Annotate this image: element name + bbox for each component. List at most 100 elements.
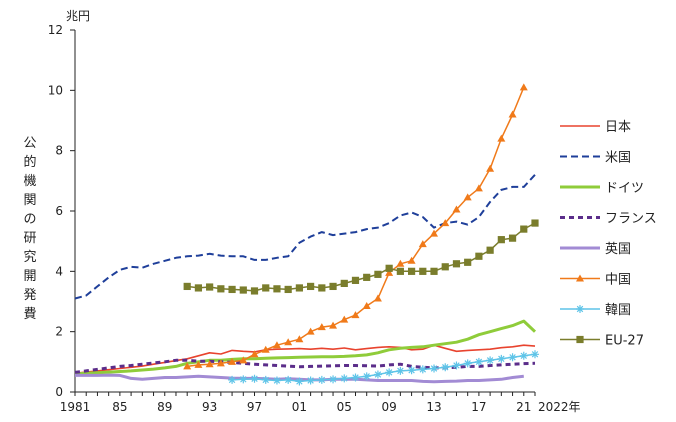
y-tick-label: 8 <box>55 144 63 158</box>
data-point <box>363 273 371 281</box>
series-layer <box>74 83 539 386</box>
legend-item: EU-27 <box>560 334 644 349</box>
data-point <box>306 376 315 385</box>
data-point <box>407 267 416 275</box>
plot-area: 0 2 4 6 8 10 12 1981 85 89 93 97 01 05 09 13 17 21 2022年 <box>48 23 581 414</box>
data-point <box>508 353 517 362</box>
data-point <box>396 366 405 375</box>
data-point <box>430 267 438 275</box>
data-point <box>228 285 236 294</box>
data-point <box>295 377 304 386</box>
series-中国 <box>183 83 528 370</box>
data-point <box>430 229 439 237</box>
data-point <box>497 236 505 244</box>
data-point <box>317 323 326 331</box>
data-point <box>329 321 338 329</box>
y-axis-label: 公的機関の研究開発費 <box>23 136 36 322</box>
series-ドイツ <box>74 319 537 376</box>
data-point <box>250 374 259 383</box>
y-tick-label: 6 <box>55 204 63 218</box>
data-point <box>250 287 259 295</box>
data-point <box>340 315 349 323</box>
data-point <box>407 256 416 264</box>
data-point <box>340 374 349 383</box>
data-point <box>216 359 225 367</box>
data-point <box>464 258 472 266</box>
legend-item: 韓国 <box>560 303 631 318</box>
series-line <box>74 344 536 375</box>
legend-label: 韓国 <box>605 303 631 318</box>
data-point <box>419 267 427 275</box>
data-point <box>531 219 539 227</box>
legend-item: フランス <box>560 212 657 227</box>
series-line <box>187 222 536 292</box>
legend-item: 中国 <box>560 273 631 288</box>
y-tick-label: 4 <box>55 264 63 278</box>
legend-label: フランス <box>605 212 657 227</box>
data-point <box>531 350 539 359</box>
data-point <box>273 285 281 293</box>
data-point <box>486 164 495 172</box>
series-日本 <box>74 344 536 375</box>
data-point <box>576 335 584 344</box>
data-point <box>239 286 247 294</box>
data-point <box>261 375 270 384</box>
data-point <box>272 341 281 349</box>
y-tick-label: 0 <box>55 385 63 399</box>
legend-label: 中国 <box>605 273 631 288</box>
data-point <box>217 285 225 293</box>
data-point <box>295 284 303 292</box>
y-tick-label: 10 <box>48 83 63 97</box>
legend-item: 英国 <box>560 242 631 257</box>
data-point <box>385 268 394 276</box>
data-point <box>486 356 495 365</box>
series-米国 <box>74 174 536 300</box>
data-point <box>351 311 360 319</box>
data-point <box>452 260 461 268</box>
legend-label: 英国 <box>605 242 631 257</box>
legend-item: 米国 <box>560 151 631 166</box>
data-point <box>340 279 348 287</box>
data-point <box>508 110 517 118</box>
legend-label: 日本 <box>605 120 631 135</box>
data-point <box>374 270 382 278</box>
x-tick-label: 17 <box>471 400 486 414</box>
data-point <box>194 360 203 368</box>
y-tick-label: 12 <box>48 23 63 37</box>
legend-item: 日本 <box>560 120 631 135</box>
data-point <box>295 335 304 343</box>
data-point <box>508 234 517 242</box>
series-韓国 <box>228 350 539 386</box>
x-tick-label: 93 <box>202 400 217 414</box>
data-point <box>306 327 315 335</box>
legend-item: ドイツ <box>560 181 644 196</box>
data-point <box>474 184 483 192</box>
legend-label: ドイツ <box>605 181 644 196</box>
data-point <box>373 294 382 302</box>
series-EU-27 <box>183 219 539 295</box>
data-point <box>385 264 393 272</box>
data-point <box>351 276 360 284</box>
series-line <box>187 87 525 368</box>
data-point <box>284 338 293 346</box>
x-tick-label: 1981 <box>60 400 91 414</box>
data-point <box>519 83 528 91</box>
series-line <box>74 319 537 376</box>
data-point <box>576 305 584 313</box>
series-line <box>232 353 536 383</box>
data-point <box>452 361 461 370</box>
y-tick-label: 2 <box>55 325 63 339</box>
x-tick-label: 21 <box>516 400 531 414</box>
data-point <box>474 357 483 366</box>
legend-label: 米国 <box>605 151 631 166</box>
data-point <box>307 282 315 291</box>
data-point <box>441 363 450 372</box>
data-point <box>576 274 584 282</box>
data-point <box>430 364 439 373</box>
data-point <box>486 246 494 254</box>
data-point <box>317 375 326 384</box>
data-point <box>205 360 214 368</box>
data-point <box>250 350 259 358</box>
data-point <box>228 357 237 365</box>
